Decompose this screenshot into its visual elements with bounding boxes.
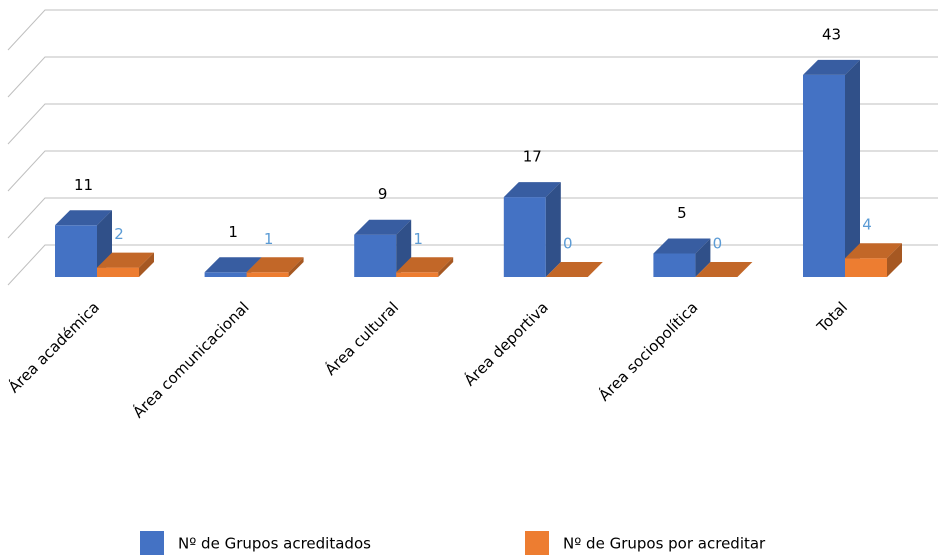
bar-side (545, 182, 561, 277)
grid-line (7, 197, 938, 239)
bar (803, 59, 860, 278)
legend-swatch (525, 531, 549, 555)
bar-top (354, 219, 412, 235)
value-label: 0 (563, 235, 573, 253)
value-label: 4 (862, 216, 872, 234)
bar-front (845, 258, 887, 277)
value-label: 1 (228, 223, 238, 241)
bar-top (396, 257, 454, 273)
value-label: 0 (713, 235, 723, 253)
bar (545, 262, 603, 277)
bar-front (97, 267, 139, 277)
bar-top (803, 59, 860, 75)
grid-line (7, 150, 938, 192)
value-label: 11 (74, 176, 93, 194)
grid-line (7, 244, 938, 286)
bar (695, 262, 753, 277)
value-label: 9 (378, 185, 388, 203)
bar-side (845, 59, 860, 278)
bar-front (803, 74, 845, 278)
x-tick-label: Área académica (4, 298, 103, 397)
bar-top (653, 238, 711, 254)
bar-front (246, 272, 289, 277)
value-label: 17 (523, 148, 542, 166)
bar (55, 210, 112, 277)
bar-top (204, 257, 262, 273)
bar-top (695, 262, 753, 277)
bar (97, 252, 154, 277)
bar-side (288, 257, 304, 277)
bar (354, 219, 412, 277)
bar-top (545, 262, 603, 277)
x-tick-label: Área deportiva (460, 298, 552, 390)
value-label: 1 (413, 230, 423, 248)
bar-top (97, 252, 154, 268)
bar-top (55, 210, 112, 226)
bar-side (887, 243, 902, 277)
bar-top (246, 257, 304, 273)
grid-line (7, 9, 938, 51)
bar-front (55, 225, 97, 277)
bar-front (396, 272, 439, 277)
bar-side (695, 238, 711, 277)
value-label: 5 (677, 204, 687, 222)
legend-label: Nº de Grupos acreditados (178, 535, 371, 553)
bar (845, 243, 902, 277)
bar-side (438, 257, 454, 277)
bar-front (204, 272, 247, 277)
bar (503, 182, 561, 277)
bar (653, 238, 711, 277)
value-label: 1 (264, 230, 274, 248)
bar-top (845, 243, 902, 259)
x-tick-label: Total (813, 298, 851, 336)
legend-swatch (140, 531, 164, 555)
bar (396, 257, 454, 277)
bar-front (354, 234, 397, 277)
bar (246, 257, 304, 277)
grid-line (7, 103, 938, 145)
value-label: 2 (114, 225, 124, 243)
bar-front (503, 197, 546, 277)
value-label: 43 (822, 25, 841, 43)
legend-label: Nº de Grupos por acreditar (563, 535, 766, 553)
bar-top (503, 182, 561, 198)
x-tick-label: Área sociopolítica (594, 298, 701, 405)
x-tick-label: Área comunicacional (129, 298, 253, 422)
x-tick-label: Área cultural (321, 298, 402, 379)
bar-front (653, 253, 696, 277)
grid-line (7, 56, 938, 98)
bar-side (139, 252, 154, 277)
